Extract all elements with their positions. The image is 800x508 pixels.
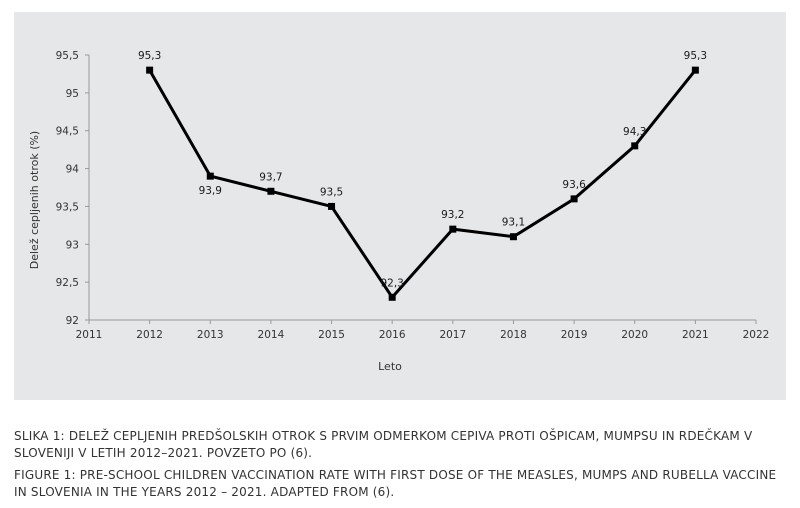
y-tick-label: 92 (66, 315, 79, 327)
x-tick-label: 2015 (318, 329, 345, 341)
data-label: 93,6 (562, 179, 586, 191)
y-tick-label: 94 (66, 164, 80, 176)
y-tick-labels: 92 92,5 93 93,5 94 94,5 95 95,5 (56, 50, 80, 327)
x-tick-label: 2019 (561, 329, 588, 341)
caption-english: FIGURE 1: PRE-SCHOOL CHILDREN VACCINATIO… (14, 468, 777, 499)
x-tick-label: 2011 (76, 329, 103, 341)
data-label: 93,1 (502, 217, 525, 229)
x-tick-label: 2018 (500, 329, 527, 341)
caption-slovene: SLIKA 1: DELEŽ CEPLJENIH PREDŠOLSKIH OTR… (14, 429, 753, 460)
data-point-marker (267, 187, 275, 195)
data-label: 93,5 (320, 186, 343, 198)
y-tick-label: 95 (66, 88, 79, 100)
data-label: 93,7 (259, 171, 282, 183)
data-label: 95,3 (138, 50, 161, 62)
x-tick-label: 2022 (743, 329, 770, 341)
data-point-marker (509, 233, 517, 241)
x-axis-title: Leto (378, 360, 402, 373)
x-tick-label: 2020 (621, 329, 648, 341)
chart-panel: 92 92,5 93 93,5 94 94,5 95 95,5 2011 2012 2013 201… (14, 12, 786, 400)
x-tick-label: 2016 (379, 329, 406, 341)
data-label: 94,3 (623, 126, 646, 138)
data-point-marker (449, 225, 457, 233)
x-tick-label: 2021 (682, 329, 709, 341)
data-point-marker (388, 293, 396, 301)
axes (85, 54, 757, 324)
data-label: 95,3 (684, 50, 707, 62)
x-tick-label: 2013 (197, 329, 224, 341)
series-group (146, 66, 699, 301)
data-labels: 95,3 93,9 93,7 93,5 92,3 93,2 93,1 93,6 94,3 95,3 (138, 50, 707, 289)
data-point-marker (146, 66, 154, 74)
y-tick-label: 93,5 (56, 201, 79, 213)
data-label: 93,9 (199, 185, 222, 197)
x-tick-label: 2014 (258, 329, 285, 341)
y-tick-label: 94,5 (56, 126, 79, 138)
data-point-marker (691, 66, 699, 74)
data-label: 92,3 (380, 277, 403, 289)
y-tick-label: 92,5 (56, 277, 79, 289)
y-axis-title: Delež cepljenih otrok (%) (28, 131, 41, 269)
data-point-marker (631, 142, 639, 150)
y-tick-label: 95,5 (56, 50, 79, 62)
data-point-marker (206, 172, 214, 180)
x-tick-label: 2017 (439, 329, 466, 341)
x-tick-labels: 2011 2012 2013 2014 2015 2016 2017 2018 2019 2020… (76, 329, 770, 341)
series-line (148, 69, 697, 300)
y-tick-label: 93 (66, 239, 79, 251)
data-label: 93,2 (441, 209, 464, 221)
data-point-marker (328, 202, 336, 210)
x-tick-label: 2012 (136, 329, 163, 341)
data-point-marker (570, 195, 578, 203)
